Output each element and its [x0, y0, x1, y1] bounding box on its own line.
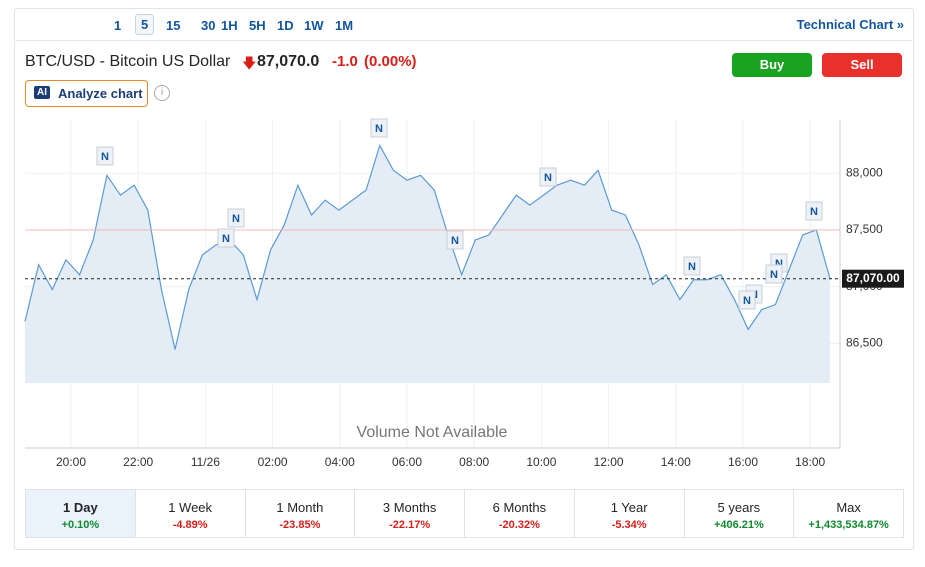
news-marker-label: N: [770, 269, 778, 281]
news-marker-label: N: [451, 235, 459, 247]
period-change: +0.10%: [61, 519, 100, 531]
down-arrow: 🡇: [242, 55, 257, 71]
x-tick-label: 16:00: [728, 455, 758, 469]
ai-badge: AI: [34, 86, 50, 99]
news-marker[interactable]: [539, 167, 557, 187]
period-tab[interactable]: 5 years +406.21%: [683, 489, 795, 538]
period-change: -20.32%: [498, 519, 540, 531]
news-marker[interactable]: [805, 201, 823, 221]
news-marker-label: N: [544, 172, 552, 184]
interval-button[interactable]: 1M: [335, 18, 354, 33]
interval-button[interactable]: 5H: [249, 18, 266, 33]
news-marker[interactable]: [446, 230, 464, 250]
x-tick-label: 08:00: [459, 455, 489, 469]
period-label: 3 Months: [382, 500, 437, 515]
period-label: 6 Months: [492, 500, 547, 515]
interval-button[interactable]: 1H: [221, 18, 238, 33]
period-change: +1,433,534.87%: [808, 519, 889, 531]
news-marker[interactable]: [765, 264, 783, 284]
y-tick-label: 88,000: [846, 165, 883, 179]
period-label: 1 Month: [276, 500, 324, 515]
period-tab[interactable]: 1 Day +0.10%: [25, 489, 136, 538]
news-marker[interactable]: [96, 146, 114, 166]
period-tab[interactable]: Max +1,433,534.87%: [793, 489, 904, 538]
period-label: 1 Year: [610, 500, 648, 515]
period-change: -4.89%: [172, 519, 208, 531]
chart: 20:00 22:00 11/26 02:00 04:00 06:00 08:00 10:00…: [24, 118, 904, 469]
period-tab[interactable]: 6 Months -20.32%: [464, 489, 575, 538]
change-pct: (0.00%): [364, 53, 417, 70]
news-marker-label: N: [232, 213, 240, 225]
technical-chart-link[interactable]: Technical Chart »: [796, 17, 904, 32]
interval-button[interactable]: 1D: [277, 18, 294, 33]
news-marker-label: N: [222, 233, 230, 245]
interval-button[interactable]: 5: [135, 14, 155, 35]
x-tick-label: 11/26: [191, 455, 220, 469]
instrument-title: BTC/USD - Bitcoin US Dollar: [25, 53, 231, 70]
x-tick-label: 04:00: [325, 455, 355, 469]
volume-note: Volume Not Available: [357, 424, 508, 441]
period-tab[interactable]: 1 Month -23.85%: [244, 489, 356, 538]
current-price-label: 87,070.00: [846, 271, 900, 285]
x-tick-label: 14:00: [661, 455, 691, 469]
x-tick-label: 20:00: [56, 455, 86, 469]
news-marker-label: N: [743, 295, 751, 307]
x-tick-label: 02:00: [258, 455, 288, 469]
sell-button[interactable]: Sell: [822, 53, 902, 77]
info-icon[interactable]: i: [154, 85, 170, 101]
interval-button[interactable]: 15: [166, 18, 181, 33]
news-marker-label: N: [810, 206, 818, 218]
interval-button[interactable]: 1W: [304, 18, 324, 33]
period-label: 1 Week: [168, 500, 213, 515]
news-marker[interactable]: [738, 290, 756, 310]
news-marker-label: N: [775, 258, 783, 270]
period-tab[interactable]: 3 Months -22.17%: [354, 489, 465, 538]
analyze-button[interactable]: AI Analyze chart: [25, 80, 148, 107]
period-tab[interactable]: 1 Week -4.89%: [134, 489, 246, 538]
news-marker[interactable]: [370, 118, 388, 138]
y-tick-label: 87,500: [846, 222, 883, 236]
analyze-label: Analyze chart: [58, 86, 143, 101]
toolbar: Technical Chart » 1 5 15 30 1H 5H 1D 1W 1M: [14, 8, 912, 41]
area: [25, 145, 830, 383]
interval-button[interactable]: 1: [114, 18, 122, 33]
change: -1.0: [332, 53, 358, 70]
price-line: [24, 143, 831, 350]
period-change: +406.21%: [713, 519, 764, 531]
news-marker-label: N: [688, 261, 696, 273]
interval-button[interactable]: 30: [201, 18, 216, 33]
buy-button[interactable]: Buy: [732, 53, 812, 77]
period-label: 1 Day: [63, 500, 98, 515]
x-tick-label: 12:00: [594, 455, 624, 469]
widget-frame: [14, 8, 914, 550]
news-marker-label: N: [101, 151, 109, 163]
news-marker[interactable]: [683, 256, 701, 276]
period-tab[interactable]: 1 Year -5.34%: [573, 489, 685, 538]
news-marker-label: N: [375, 123, 383, 135]
news-marker[interactable]: [217, 228, 235, 248]
current-price-box: [842, 269, 904, 288]
period-change: -23.85%: [279, 519, 321, 531]
period-label: Max: [836, 500, 861, 515]
x-tick-label: 18:00: [795, 455, 825, 469]
x-tick-label: 22:00: [123, 455, 153, 469]
x-tick-label: 06:00: [392, 455, 422, 469]
period-label: 5 years: [717, 500, 761, 515]
period-change: -5.34%: [611, 519, 647, 531]
price: 87,070.0: [257, 53, 320, 70]
x-tick-label: 10:00: [526, 455, 556, 469]
period-change: -22.17%: [389, 519, 431, 531]
y-tick-label: 86,500: [846, 335, 883, 349]
news-marker[interactable]: [227, 208, 245, 228]
